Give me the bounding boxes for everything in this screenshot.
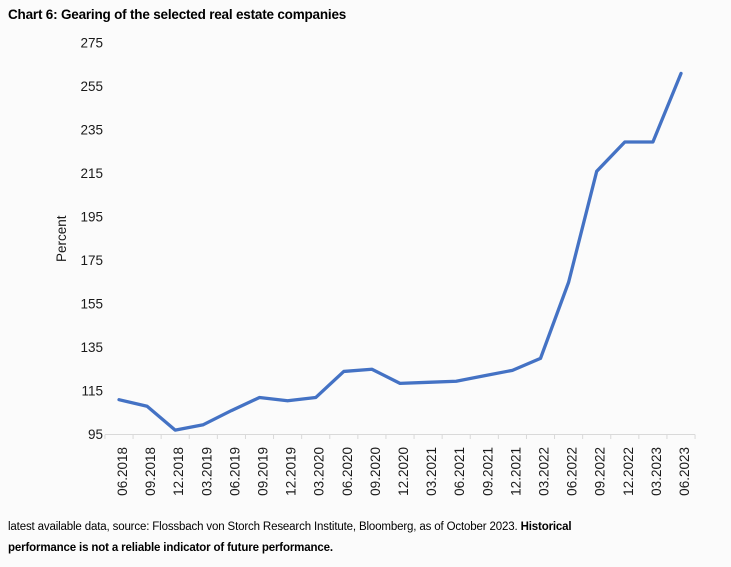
y-axis-tick-label: 275 — [80, 36, 103, 51]
footer-disclaimer-end: performance is not a reliable indicator … — [8, 542, 333, 555]
x-axis-tick-label: 12.2021 — [508, 447, 523, 496]
x-axis-tick-label: 12.2020 — [396, 447, 411, 496]
x-axis-tick-label: 09.2018 — [143, 447, 158, 496]
chart-title: Chart 6: Gearing of the selected real es… — [8, 7, 347, 22]
y-axis-tick-label: 95 — [88, 427, 103, 442]
x-axis-tick-label: 06.2018 — [115, 447, 130, 496]
x-axis-tick-label: 06.2020 — [340, 447, 355, 496]
y-axis-tick-label: 135 — [80, 340, 103, 355]
y-axis-tick-label: 235 — [80, 123, 103, 138]
footer-line-2: performance is not a reliable indicator … — [8, 538, 723, 559]
x-axis-tick-label: 03.2021 — [424, 447, 439, 496]
data-line-gearing — [117, 71, 683, 432]
x-axis-tick-label: 09.2022 — [593, 447, 608, 496]
y-axis-tick-label: 155 — [80, 297, 103, 312]
y-axis-tick-label: 175 — [80, 253, 103, 268]
x-axis-tick-label: 09.2019 — [256, 447, 271, 496]
y-axis-tick-label: 195 — [80, 210, 103, 225]
footer-disclaimer-start: Historical — [520, 521, 572, 533]
x-axis-tick-label: 09.2021 — [480, 447, 495, 496]
x-axis-tick-label: 12.2018 — [171, 447, 186, 496]
x-axis-tick-label: 09.2020 — [368, 447, 383, 496]
x-axis-tick-label: 06.2021 — [452, 447, 467, 496]
x-axis-tick-label: 06.2023 — [677, 447, 692, 496]
footer-note: latest available data, source: Flossbach… — [8, 517, 723, 560]
x-axis-tick-label: 03.2020 — [312, 447, 327, 496]
x-axis-tick-label: 06.2019 — [227, 447, 242, 496]
x-axis-tick-label: 12.2019 — [284, 447, 299, 496]
x-axis-tick-label: 03.2023 — [649, 447, 664, 496]
y-axis-tick-label: 255 — [80, 79, 103, 94]
footer-source-text: latest available data, source: Flossbach… — [8, 521, 521, 533]
gearing-line-chart: 95 115 135 155 175 195 215 235 255 275 Percent 06.2… — [54, 36, 696, 496]
x-axis-tick-label: 03.2022 — [537, 447, 552, 496]
x-axis-tick-label: 03.2019 — [199, 447, 214, 496]
y-axis-tick-label: 215 — [80, 166, 103, 181]
y-axis-title: Percent — [54, 215, 69, 262]
y-axis-tick-label: 115 — [81, 384, 103, 399]
footer-line-1: latest available data, source: Flossbach… — [8, 517, 723, 538]
x-axis-tick-label: 12.2022 — [621, 447, 636, 496]
x-axis-tick-label: 06.2022 — [565, 447, 580, 496]
